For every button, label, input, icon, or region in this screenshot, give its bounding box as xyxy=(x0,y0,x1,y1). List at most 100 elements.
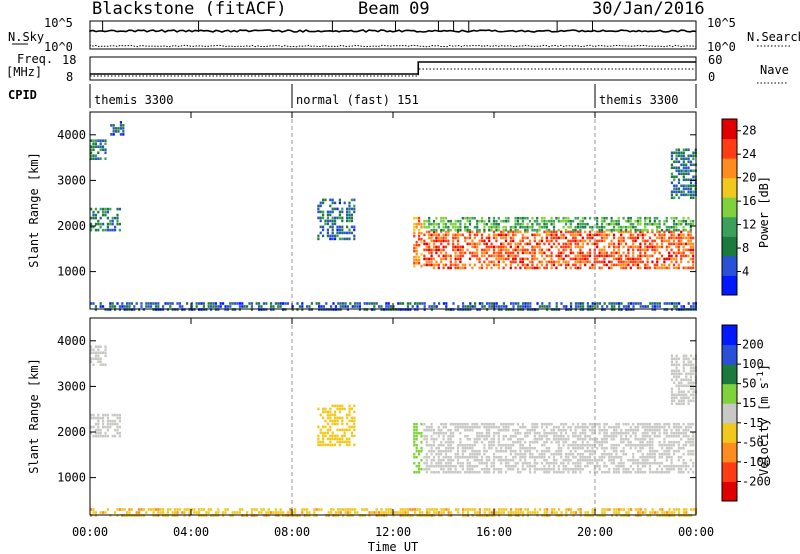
velocity-cell xyxy=(689,393,693,397)
velocity-cell xyxy=(588,455,592,459)
velocity-cell xyxy=(636,464,640,468)
velocity-cell xyxy=(608,452,611,456)
velocity-cell xyxy=(524,431,527,435)
power-cell xyxy=(624,260,628,264)
power-cell xyxy=(605,236,608,240)
velocity-cell xyxy=(442,467,445,471)
power-cell xyxy=(442,302,445,305)
power-cell xyxy=(574,302,577,305)
velocity-cell xyxy=(692,470,695,474)
velocity-cell xyxy=(102,419,105,423)
power-cell xyxy=(579,302,582,305)
velocity-cell xyxy=(514,449,517,453)
power-cell xyxy=(550,263,553,267)
velocity-cell xyxy=(277,511,280,514)
power-cell xyxy=(603,219,606,223)
power-cell xyxy=(663,230,666,234)
velocity-cell xyxy=(468,461,472,465)
velocity-cell xyxy=(348,443,351,447)
velocity-cell xyxy=(94,511,97,514)
velocity-cell xyxy=(500,449,503,453)
velocity-cell xyxy=(498,508,501,511)
velocity-cell xyxy=(632,452,635,456)
power-cell xyxy=(582,302,585,305)
velocity-cell xyxy=(572,452,575,456)
power-cell xyxy=(526,257,529,261)
velocity-cell xyxy=(579,508,582,511)
power-cell xyxy=(418,237,421,241)
power-cell xyxy=(536,233,539,237)
power-cell xyxy=(488,260,491,264)
velocity-cell xyxy=(598,422,601,426)
power-cell xyxy=(326,231,329,235)
power-cell xyxy=(415,255,418,259)
power-cell xyxy=(617,245,620,249)
velocity-cell xyxy=(382,511,385,514)
power-cell xyxy=(668,245,671,249)
velocity-cell xyxy=(668,452,671,456)
velocity-cell xyxy=(322,416,325,420)
power-cell xyxy=(648,266,652,270)
power-cell xyxy=(150,305,153,308)
velocity-cell xyxy=(490,461,493,465)
velocity-cell xyxy=(557,440,560,444)
velocity-cell xyxy=(99,345,102,348)
velocity-cell xyxy=(685,393,688,397)
velocity-cell xyxy=(322,431,325,435)
power-cell xyxy=(692,248,695,252)
power-cell xyxy=(536,245,539,249)
velocity-cell xyxy=(92,413,95,417)
power-cell xyxy=(348,210,351,214)
velocity-cell xyxy=(521,467,524,471)
power-cell xyxy=(514,245,517,249)
power-cell xyxy=(668,257,671,261)
power-cell xyxy=(624,228,628,232)
velocity-cell xyxy=(521,446,524,450)
power-cell xyxy=(432,245,436,249)
velocity-cell xyxy=(584,464,587,468)
x-tick-label: 12:00 xyxy=(375,525,411,539)
power-cell xyxy=(682,184,685,188)
power-cell xyxy=(492,236,496,240)
velocity-cell xyxy=(528,461,532,465)
power-cell xyxy=(622,216,625,220)
power-cell xyxy=(672,225,676,229)
velocity-cell xyxy=(670,387,673,391)
power-cell xyxy=(548,302,551,305)
power-cell xyxy=(413,258,416,262)
velocity-cell xyxy=(102,511,105,514)
velocity-cell xyxy=(540,467,544,471)
power-cell xyxy=(673,305,676,308)
power-cell xyxy=(507,219,510,223)
power-cell xyxy=(442,216,445,220)
power-cell xyxy=(92,139,95,142)
colorbar-swatch xyxy=(722,216,737,237)
velocity-cell xyxy=(485,458,488,462)
power-cell xyxy=(682,190,685,194)
velocity-cell xyxy=(687,372,690,376)
velocity-cell xyxy=(588,422,592,426)
power-cell xyxy=(526,248,529,252)
power-cell xyxy=(140,305,143,308)
velocity-cell xyxy=(596,440,599,444)
power-cell xyxy=(324,198,327,202)
power-cell xyxy=(545,263,548,267)
power-cell xyxy=(564,260,568,264)
velocity-cell xyxy=(500,428,503,432)
power-cell xyxy=(435,245,438,249)
power-cell xyxy=(677,196,681,200)
power-cell xyxy=(692,157,695,161)
nsky-trace xyxy=(89,29,697,33)
velocity-cell xyxy=(526,511,529,514)
velocity-cell xyxy=(687,390,690,394)
velocity-cell xyxy=(183,511,186,514)
power-cell xyxy=(516,251,520,255)
power-cell xyxy=(540,236,544,240)
velocity-cell xyxy=(447,428,450,432)
power-cell xyxy=(222,302,225,305)
power-cell xyxy=(90,207,93,211)
power-cell xyxy=(350,219,353,223)
velocity-cell xyxy=(682,431,685,435)
velocity-cell xyxy=(584,431,587,435)
